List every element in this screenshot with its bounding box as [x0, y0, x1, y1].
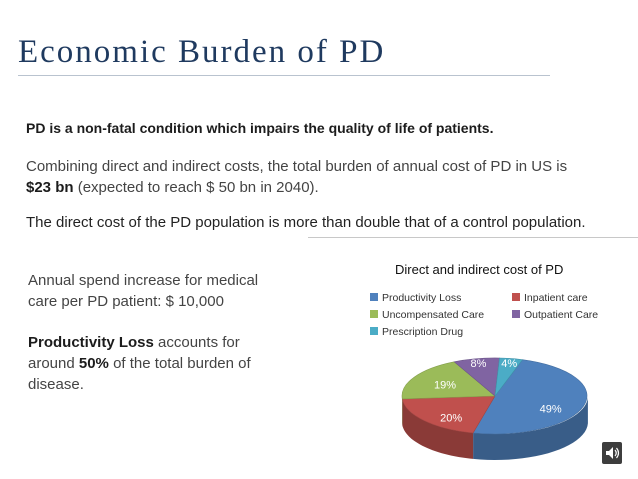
section-divider: [308, 237, 638, 238]
statement-productivity-loss: Productivity Loss accounts for around 50…: [28, 332, 288, 395]
statement-total-burden-projection: (expected to reach $ 50 bn in 2040).: [74, 179, 319, 196]
pie-data-label: 19%: [434, 379, 456, 391]
statement-non-fatal: PD is a non-fatal condition which impair…: [26, 118, 493, 139]
pie-data-label: 49%: [540, 403, 562, 415]
statement-total-burden-amount: $23 bn: [26, 179, 74, 196]
statement-total-burden: Combining direct and indirect costs, the…: [26, 156, 586, 198]
productivity-loss-share: 50%: [79, 355, 109, 372]
pie-data-label: 8%: [471, 358, 487, 370]
pie-data-label: 4%: [501, 358, 517, 370]
statement-total-burden-text: Combining direct and indirect costs, the…: [26, 158, 567, 175]
pie-data-label: 20%: [440, 412, 462, 424]
slide-title: Economic Burden of PD: [18, 34, 385, 71]
statement-direct-cost: The direct cost of the PD population is …: [26, 212, 586, 233]
speaker-icon[interactable]: [602, 442, 622, 464]
pie-chart: 49% 20% 19% 8% 4%: [350, 256, 630, 471]
productivity-loss-term: Productivity Loss: [28, 334, 154, 351]
statement-annual-spend: Annual spend increase for medical care p…: [28, 270, 288, 312]
title-divider: [18, 75, 550, 76]
